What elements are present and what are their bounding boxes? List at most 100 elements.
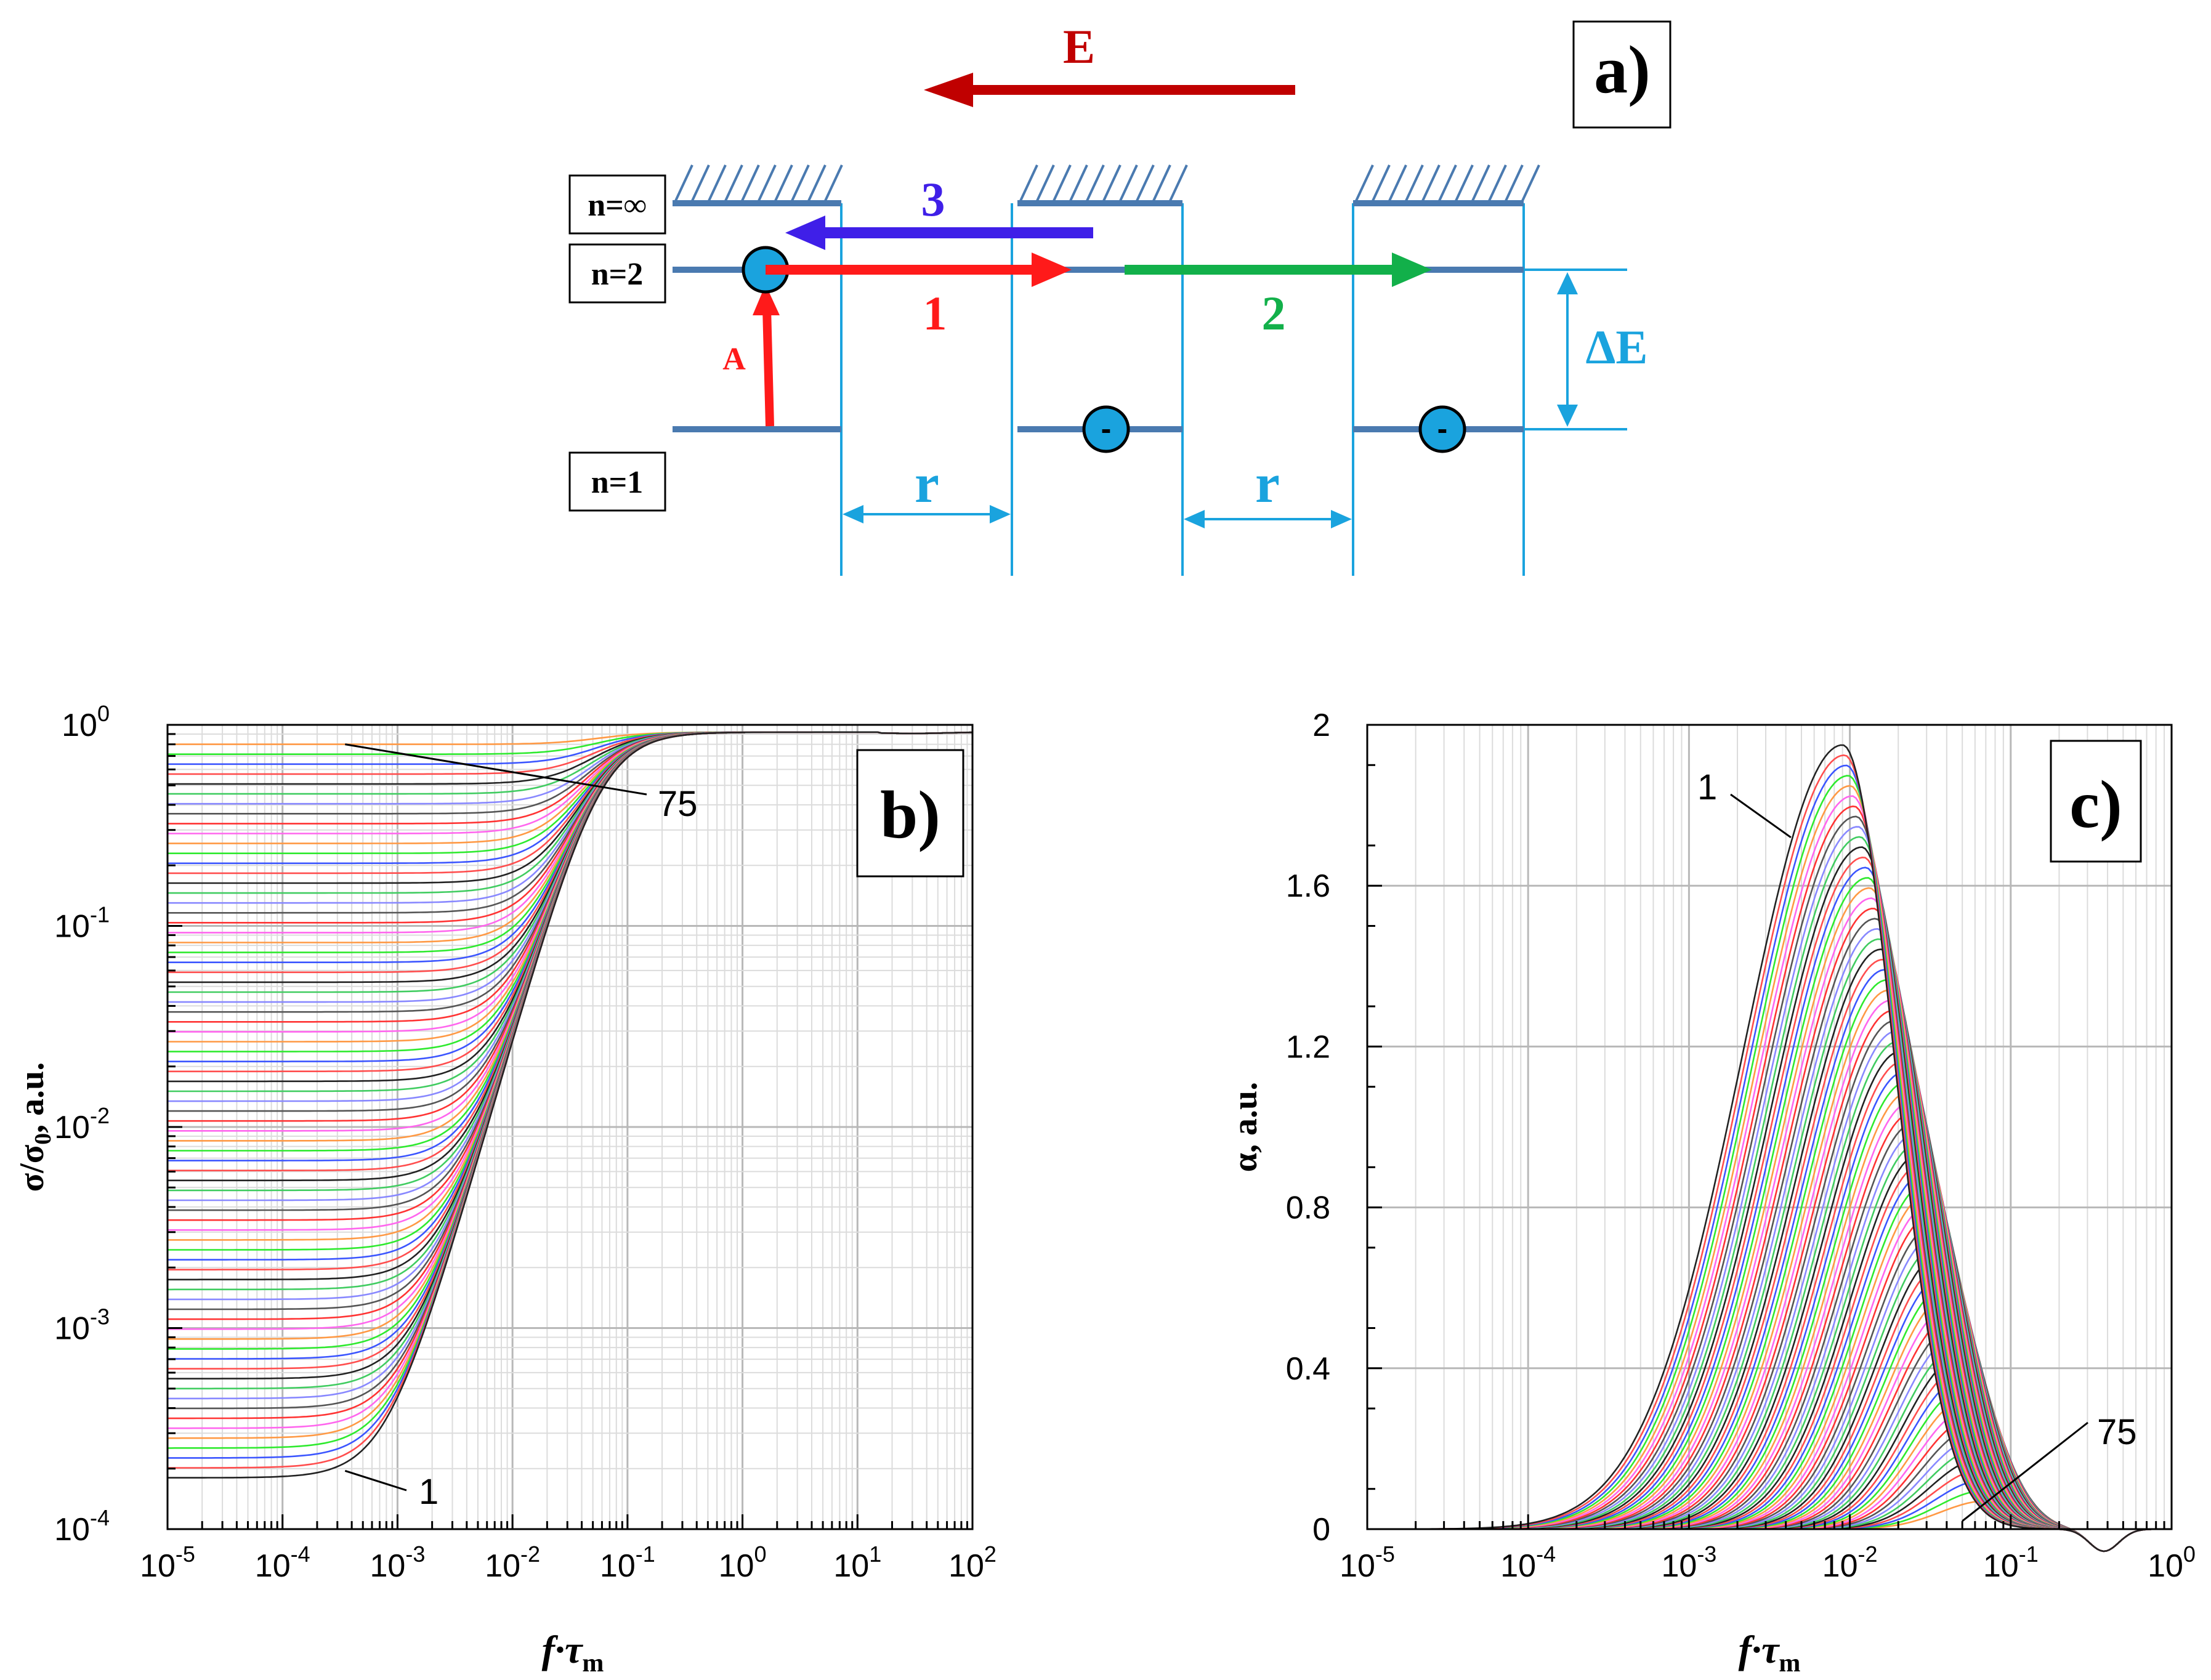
transition-3-label: 3: [921, 172, 945, 226]
panel-a-label-box: [1572, 20, 1671, 129]
field-arrow: [924, 73, 1295, 107]
x-tick-label: 10-1: [1983, 1541, 2039, 1584]
hatch-line: [1019, 164, 1038, 201]
hatch-line: [674, 164, 693, 201]
hatch-line: [1405, 164, 1424, 201]
chart-b-xlabel: f·τm: [542, 1628, 604, 1678]
chart-c-series-45: [1367, 1193, 2172, 1553]
annotation-1-leader: [344, 1469, 407, 1492]
transition-1-label: 1: [923, 286, 947, 340]
x-tick-label: 100: [719, 1541, 767, 1584]
svg-text:-: -: [1437, 411, 1448, 446]
x-tick-label: 10-3: [370, 1541, 425, 1584]
chart-c-series-35: [1367, 1091, 2172, 1553]
chart-c-label-box: [2050, 740, 2142, 863]
hatch-line: [824, 164, 843, 201]
y-tick-label: 10-4: [54, 1505, 110, 1548]
chart-c-frame: [1366, 724, 2173, 1530]
y-tick-label: 10-2: [54, 1103, 110, 1145]
y-tick-label: 0.8: [1286, 1190, 1330, 1226]
chart-c-series-48: [1367, 1224, 2172, 1553]
annotation-75-leader: [345, 743, 647, 796]
chart-b-tick-labels: 10-5 10-4 10-3 10-2 10-1 100 101 102 10-4 10-3 10-…: [54, 701, 996, 1584]
chart-c-tick-labels: 10-5 10-4 10-3 10-2 10-1 100 0 0.4 0.8 1.2 1.6 2: [1286, 708, 2196, 1584]
x-tick-label: 100: [2148, 1541, 2196, 1584]
hatch-line: [774, 164, 793, 201]
chart-b-ticks: [166, 733, 968, 1530]
hatch-line: [1119, 164, 1138, 201]
transition-2-label: 2: [1262, 286, 1286, 340]
x-tick-label: 10-4: [255, 1541, 310, 1584]
chart-b-panel-label: b): [880, 777, 940, 852]
hatch-line: [1388, 164, 1407, 201]
y-tick-label: 10-1: [54, 902, 110, 945]
y-tick-label: 1.6: [1286, 868, 1330, 904]
svg-text:-: -: [1101, 411, 1112, 446]
level-label-1: n=1: [591, 465, 644, 500]
annotation-1-label: 1: [419, 1472, 439, 1512]
hatch-line: [708, 164, 727, 201]
chart-c-curves: [1367, 744, 2172, 1553]
hatch-line: [1521, 164, 1540, 201]
hatch-line: [1053, 164, 1072, 201]
y-tick-label: 100: [62, 701, 110, 743]
hatch-line: [1438, 164, 1457, 201]
transition-1-arrow: [766, 252, 1072, 287]
chart-b-label-box: [856, 749, 964, 878]
x-tick-label: 102: [948, 1541, 996, 1584]
chart-b-ylabel: σ/σ0, a.u.: [13, 1062, 56, 1192]
transition-A-arrow: [753, 285, 780, 427]
chart-c-series-23: [1367, 969, 2172, 1553]
hatch-line: [1372, 164, 1391, 201]
well-boundaries: [840, 203, 1525, 576]
chart-b-grid: [166, 725, 972, 1530]
energy-gap-label: ΔE: [1586, 320, 1648, 374]
transition-A-label: A: [722, 342, 746, 377]
distance-arrows: [843, 505, 1352, 528]
transition-2-arrow: [1125, 252, 1432, 287]
panel-a-diagram: E a) n=∞: [568, 20, 1671, 576]
chart-b-curves: [168, 731, 973, 1479]
y-tick-label: 0.4: [1286, 1351, 1330, 1387]
chart-c-panel-label: c): [2069, 767, 2122, 842]
electron-ground-2: -: [1418, 405, 1466, 453]
chart-c-series-18: [1367, 918, 2172, 1553]
hatch-line: [1152, 164, 1171, 201]
hatch-line: [1069, 164, 1088, 201]
chart-c-series-24: [1367, 979, 2172, 1553]
annotation-1-leader: [1730, 793, 1792, 839]
hatch-line: [724, 164, 743, 201]
distance-label-1: r: [915, 453, 939, 514]
chart-c-series-7: [1367, 805, 2172, 1553]
electron-ground-1: -: [1082, 405, 1130, 453]
transition-3-arrow: [785, 216, 1093, 250]
chart-b-series-1: [168, 731, 973, 1479]
chart-c: 10-5 10-4 10-3 10-2 10-1 100 0 0.4 0.8 1.2 1.6 2 1 7…: [1226, 708, 2196, 1678]
chart-c-series-1: [1367, 744, 2172, 1553]
annotation-75-label: 75: [658, 784, 698, 824]
hatch-line: [1505, 164, 1524, 201]
hatch-line: [1169, 164, 1188, 201]
hatch-line: [791, 164, 810, 201]
chart-c-series-6: [1367, 795, 2172, 1553]
annotation-75-label: 75: [2097, 1412, 2137, 1452]
x-tick-label: 10-5: [140, 1541, 195, 1584]
hatch-line: [807, 164, 827, 201]
hatch-line: [1421, 164, 1441, 201]
annotation-1-label: 1: [1697, 767, 1717, 807]
chart-c-annotations: 1 75: [1697, 767, 2137, 1522]
x-tick-label: 10-2: [485, 1541, 540, 1584]
chart-c-series-43: [1367, 1173, 2172, 1553]
hatch-line: [1355, 164, 1374, 201]
hatch-line: [691, 164, 710, 201]
x-tick-label: 10-2: [1822, 1541, 1878, 1584]
x-tick-label: 10-4: [1500, 1541, 1556, 1584]
y-tick-label: 0: [1312, 1512, 1330, 1548]
hatch-line: [741, 164, 760, 201]
chart-b: 10-5 10-4 10-3 10-2 10-1 100 101 102 10-4 10-3 10-…: [13, 701, 996, 1678]
chart-b-annotations: 1 75: [344, 743, 698, 1512]
hatch-line: [1488, 164, 1507, 201]
chart-c-series-11: [1367, 846, 2172, 1553]
chart-c-series-58: [1367, 1326, 2172, 1553]
